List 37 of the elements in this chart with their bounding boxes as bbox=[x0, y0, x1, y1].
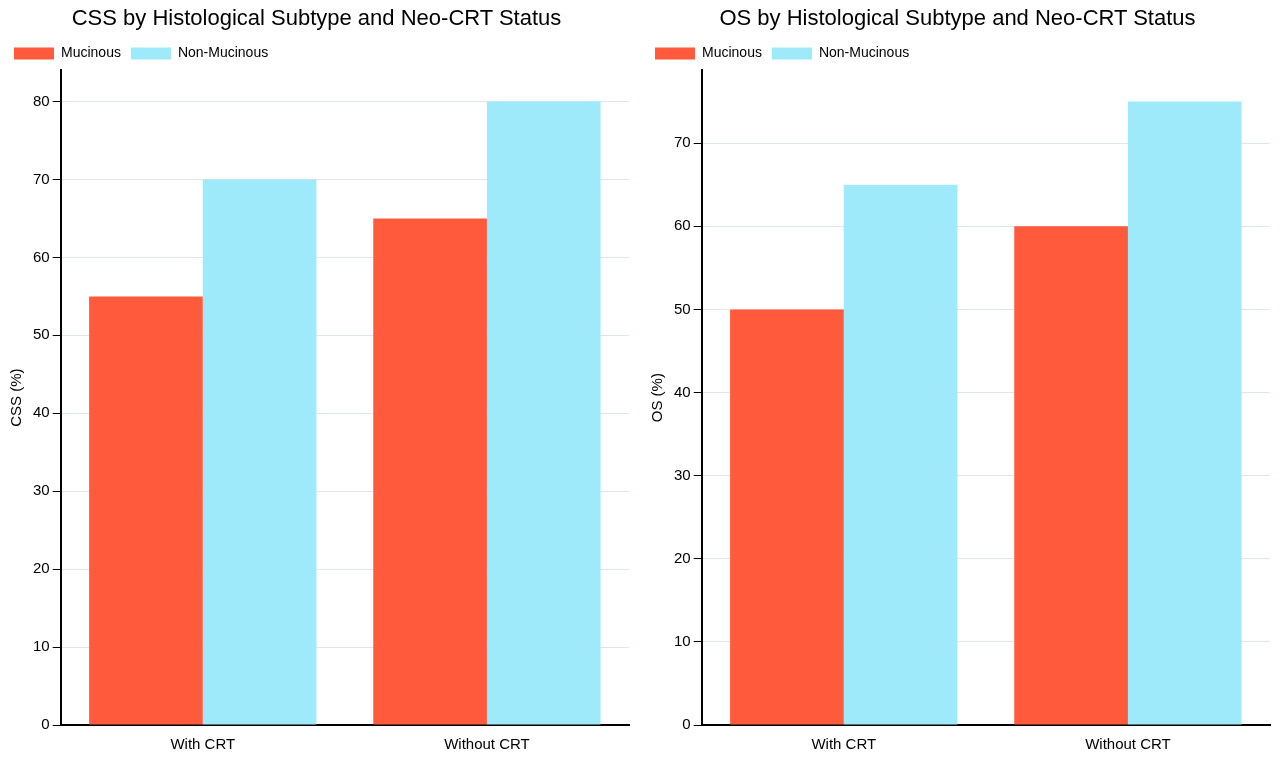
y-tick-label: 0 bbox=[682, 715, 691, 733]
y-tick-label: 40 bbox=[33, 403, 50, 421]
bar bbox=[486, 101, 601, 725]
legend-label: Mucinous bbox=[61, 44, 121, 61]
bar bbox=[202, 179, 317, 725]
y-tick-label: 50 bbox=[674, 299, 691, 317]
chart-title: CSS by Histological Subtype and Neo-CRT Status bbox=[71, 5, 562, 31]
bar bbox=[373, 218, 487, 725]
legend-label: Non-Mucinous bbox=[177, 44, 269, 61]
bar bbox=[89, 296, 203, 725]
y-tick-label: 60 bbox=[674, 216, 691, 234]
legend-label: Non-Mucinous bbox=[818, 44, 910, 61]
y-tick-label: 60 bbox=[33, 247, 50, 265]
y-tick-label: 0 bbox=[41, 715, 50, 733]
legend-label: Mucinous bbox=[702, 44, 762, 61]
y-tick-label: 70 bbox=[33, 169, 50, 187]
y-tick-label: 40 bbox=[674, 382, 691, 400]
bar bbox=[730, 309, 844, 725]
y-tick-label: 80 bbox=[33, 91, 50, 109]
x-tick-label: With CRT bbox=[811, 735, 877, 753]
y-tick-label: 10 bbox=[33, 637, 50, 655]
y-axis-title: CSS (%) bbox=[7, 368, 25, 427]
bar bbox=[843, 184, 958, 725]
chart-title: OS by Histological Subtype and Neo-CRT Status bbox=[719, 5, 1196, 31]
bar bbox=[1127, 101, 1242, 725]
y-tick-label: 20 bbox=[674, 548, 691, 566]
y-axis-title: OS (%) bbox=[648, 373, 666, 423]
x-tick-label: With CRT bbox=[170, 735, 236, 753]
y-tick-label: 20 bbox=[33, 559, 50, 577]
y-tick-label: 30 bbox=[674, 465, 691, 483]
x-tick-label: Without CRT bbox=[1085, 735, 1171, 753]
bar bbox=[1014, 226, 1128, 725]
y-tick-label: 50 bbox=[33, 325, 50, 343]
y-tick-label: 10 bbox=[674, 632, 691, 650]
y-tick-label: 30 bbox=[33, 481, 50, 499]
x-tick-label: Without CRT bbox=[444, 735, 530, 753]
y-tick-label: 70 bbox=[674, 133, 691, 151]
